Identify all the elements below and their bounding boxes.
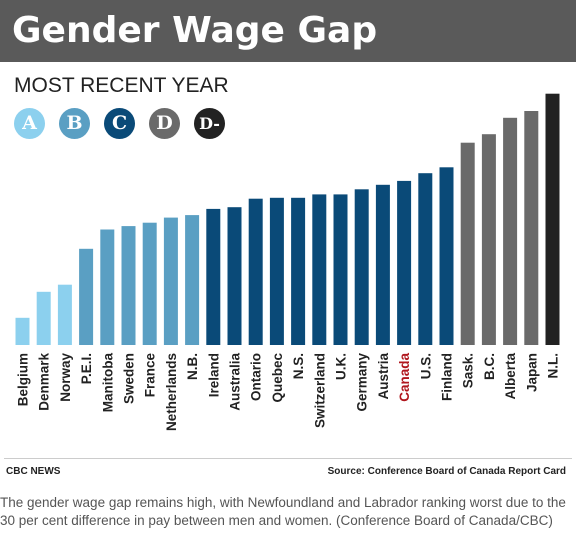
bar-n-b [185,215,200,345]
tick-label: N.B. [185,353,200,380]
grade-badge-c: C [104,108,135,139]
tick-label: Canada [397,353,412,402]
tick-label: Norway [58,353,73,402]
tick-label: U.S. [418,353,433,379]
tick-label: P.E.I. [79,353,94,384]
tick-label: Germany [355,353,370,412]
tick-label: Denmark [37,353,52,411]
bar-australia [227,207,242,345]
bar-n-l [545,93,560,345]
tick-label: Sweden [122,353,137,404]
bar-japan [524,111,539,345]
bar-ontario [248,198,263,345]
tick-label: Alberta [503,353,518,400]
bar-u-k [333,194,348,345]
grade-badge-d: D [149,108,180,139]
chart-title: Gender Wage Gap [12,10,378,51]
tick-label: Ontario [249,353,264,401]
tick-label: Switzerland [312,353,327,428]
bar-b-c [481,134,496,345]
bar-p-e-i [79,248,94,345]
bar-n-s [291,197,306,345]
bar-norway [57,284,72,345]
tick-label: Austria [376,353,391,400]
bar-germany [354,189,369,345]
grade-badge-a: A [14,108,45,139]
bar-denmark [36,291,51,345]
bar-manitoba [100,229,115,345]
tick-label: Sask. [461,353,476,388]
tick-label: U.K. [334,353,349,380]
news-credit: CBC NEWS [6,466,61,477]
tick-label: B.C. [482,353,497,380]
bar-switzerland [312,194,327,345]
bar-quebec [269,197,284,345]
tick-label: Quebec [270,353,285,403]
bar-finland [439,167,454,345]
bar-u-s [418,173,433,345]
tick-label: Manitoba [100,353,115,413]
footer: CBC NEWS Source: Conference Board of Can… [0,458,576,488]
bar-france [142,222,157,345]
header-bar: Gender Wage Gap [0,0,576,62]
tick-label: France [143,353,158,398]
tick-label: Japan [524,353,539,392]
bar-sweden [121,226,136,345]
photo-caption: The gender wage gap remains high, with N… [0,495,566,528]
source-note: Source: Conference Board of Canada Repor… [327,466,566,477]
bar-belgium [15,317,30,345]
bar-netherlands [163,217,178,345]
tick-label: Australia [228,353,243,411]
tick-label: Netherlands [164,353,179,431]
bar-alberta [503,117,518,345]
bar-canada [397,180,412,345]
tick-label: Belgium [16,353,31,406]
footer-divider [4,458,572,459]
bar-ireland [206,208,221,345]
grade-badge-d-minus: D- [194,108,225,139]
tick-label: Finland [440,353,455,401]
bar-sask [460,142,475,345]
grade-badge-b: B [59,108,90,139]
tick-label: Ireland [206,353,221,397]
bar-chart: Belgium Denmark Norway P.E.I. Manitoba Sweden… [15,93,561,431]
chart-subtitle: MOST RECENT YEAR [14,74,229,97]
bar-austria [375,184,390,345]
tick-label: N.S. [291,353,306,379]
tick-label: N.L. [546,353,561,379]
